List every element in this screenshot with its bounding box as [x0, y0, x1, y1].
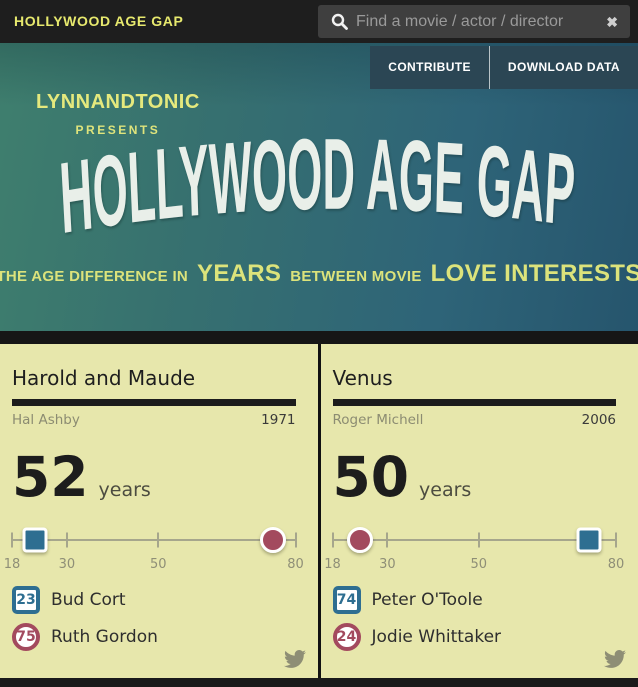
twitter-share-button[interactable] — [283, 648, 306, 670]
slider-tick — [477, 532, 480, 548]
actor-name: Jodie Whittaker — [371, 627, 502, 647]
download-data-button[interactable]: DOWNLOAD DATA — [488, 46, 638, 89]
tagline: THE AGE DIFFERENCE IN YEARS BETWEEN MOVI… — [0, 260, 638, 288]
actor-list: 74 Peter O'Toole 24 Jodie Whittaker — [332, 586, 617, 651]
actor-name: Peter O'Toole — [371, 590, 483, 610]
slider-tick-labels: 18 30 50 80 — [324, 557, 624, 573]
slider-tick — [11, 532, 13, 548]
age-gap-row: 52 years — [12, 450, 296, 505]
slider-tick — [386, 532, 389, 548]
contribute-button[interactable]: CONTRIBUTE — [388, 60, 471, 74]
slider-tick-label: 18 — [3, 557, 21, 572]
old-actor-marker[interactable] — [576, 527, 602, 553]
movie-card-venus: Venus Roger Michell 2006 50 years 18 — [321, 344, 638, 678]
presenter-name: LYNNANDTONIC — [36, 91, 200, 113]
young-actor-marker[interactable] — [346, 527, 373, 553]
age-gap-value: 52 — [12, 445, 89, 509]
twitter-bird-icon — [283, 650, 306, 668]
title-underline-bar — [12, 399, 296, 406]
slider-track — [12, 539, 296, 541]
footer-bar — [0, 678, 638, 687]
tagline-part2: BETWEEN MOVIE — [290, 268, 422, 285]
presents-label: PRESENTS — [75, 123, 161, 137]
title-underline-bar — [332, 399, 616, 406]
slider-tick — [294, 532, 297, 548]
site-logo: HOLLYWOOD AGE GAP — [57, 118, 577, 255]
movie-card-harold-and-maude: Harold and Maude Hal Ashby 1971 52 years — [0, 344, 318, 678]
actor-name: Ruth Gordon — [51, 627, 158, 647]
svg-text:HOLLYWOOD AGE GAP: HOLLYWOOD AGE GAP — [57, 118, 577, 255]
age-gap-unit: years — [419, 479, 472, 501]
slider-tick-label: 50 — [470, 557, 488, 572]
tagline-emph-years: YEARS — [197, 260, 282, 287]
search-input[interactable] — [356, 12, 601, 31]
movie-cards: Harold and Maude Hal Ashby 1971 52 years — [0, 344, 638, 678]
actor-row: 24 Jodie Whittaker — [332, 623, 617, 651]
topbar: HOLLYWOOD AGE GAP ✖ — [0, 0, 638, 43]
movie-meta: Hal Ashby 1971 — [12, 412, 296, 428]
actor-age-badge: 74 — [332, 586, 361, 614]
actor-age-badge: 75 — [12, 623, 40, 651]
presenter-block: LYNNANDTONIC PRESENTS — [36, 91, 200, 137]
age-slider[interactable] — [11, 525, 297, 555]
actor-row: 75 Ruth Gordon — [12, 623, 296, 651]
hero-header: CONTRIBUTE DOWNLOAD DATA LYNNANDTONIC PR… — [0, 43, 638, 331]
slider-tick-label: 18 — [324, 557, 341, 572]
tagline-part1: THE AGE DIFFERENCE IN — [0, 268, 189, 285]
director-name: Hal Ashby — [12, 412, 80, 428]
slider-tick-label: 30 — [379, 557, 396, 572]
director-name: Roger Michell — [332, 412, 424, 428]
slider-tick — [331, 532, 334, 548]
actor-row: 23 Bud Cort — [12, 586, 296, 614]
actor-list: 23 Bud Cort 75 Ruth Gordon — [12, 586, 296, 651]
release-year: 2006 — [581, 412, 616, 428]
slider-tick — [157, 532, 160, 548]
age-gap-value: 50 — [332, 445, 410, 509]
card-divider — [317, 344, 321, 678]
tagline-emph-love-interests: LOVE INTERESTS — [430, 260, 638, 287]
age-gap-row: 50 years — [333, 450, 617, 505]
slider-tick-label: 80 — [607, 557, 625, 572]
slider-tick — [615, 532, 617, 548]
twitter-share-button[interactable] — [604, 648, 626, 670]
movie-title: Venus — [332, 366, 393, 390]
actor-row: 74 Peter O'Toole — [332, 586, 617, 614]
movie-title: Harold and Maude — [12, 366, 196, 390]
site-logo-text: HOLLYWOOD AGE GAP — [57, 118, 577, 255]
actor-age-badge: 24 — [332, 623, 361, 651]
slider-tick — [65, 532, 68, 548]
slider-tick-labels: 18 30 50 80 — [4, 557, 304, 573]
age-gap-unit: years — [98, 479, 151, 501]
movie-meta: Roger Michell 2006 — [333, 412, 617, 428]
twitter-bird-icon — [604, 650, 626, 668]
actor-name: Bud Cort — [51, 590, 126, 610]
brand-title: HOLLYWOOD AGE GAP — [14, 13, 184, 29]
header-buttons: CONTRIBUTE DOWNLOAD DATA — [370, 46, 638, 89]
slider-tick-label: 80 — [287, 557, 304, 572]
slider-track — [332, 539, 616, 541]
actor-age-badge: 23 — [12, 586, 40, 614]
search-icon — [331, 13, 348, 30]
old-actor-marker[interactable] — [259, 527, 286, 553]
search-box: ✖ — [318, 5, 630, 38]
age-slider[interactable] — [331, 525, 617, 555]
release-year: 1971 — [261, 412, 296, 428]
young-actor-marker[interactable] — [22, 527, 48, 553]
header-divider-strip — [0, 331, 638, 344]
slider-tick-label: 50 — [150, 557, 167, 572]
slider-tick-label: 30 — [58, 557, 76, 572]
x-close-icon[interactable]: ✖ — [606, 13, 618, 30]
